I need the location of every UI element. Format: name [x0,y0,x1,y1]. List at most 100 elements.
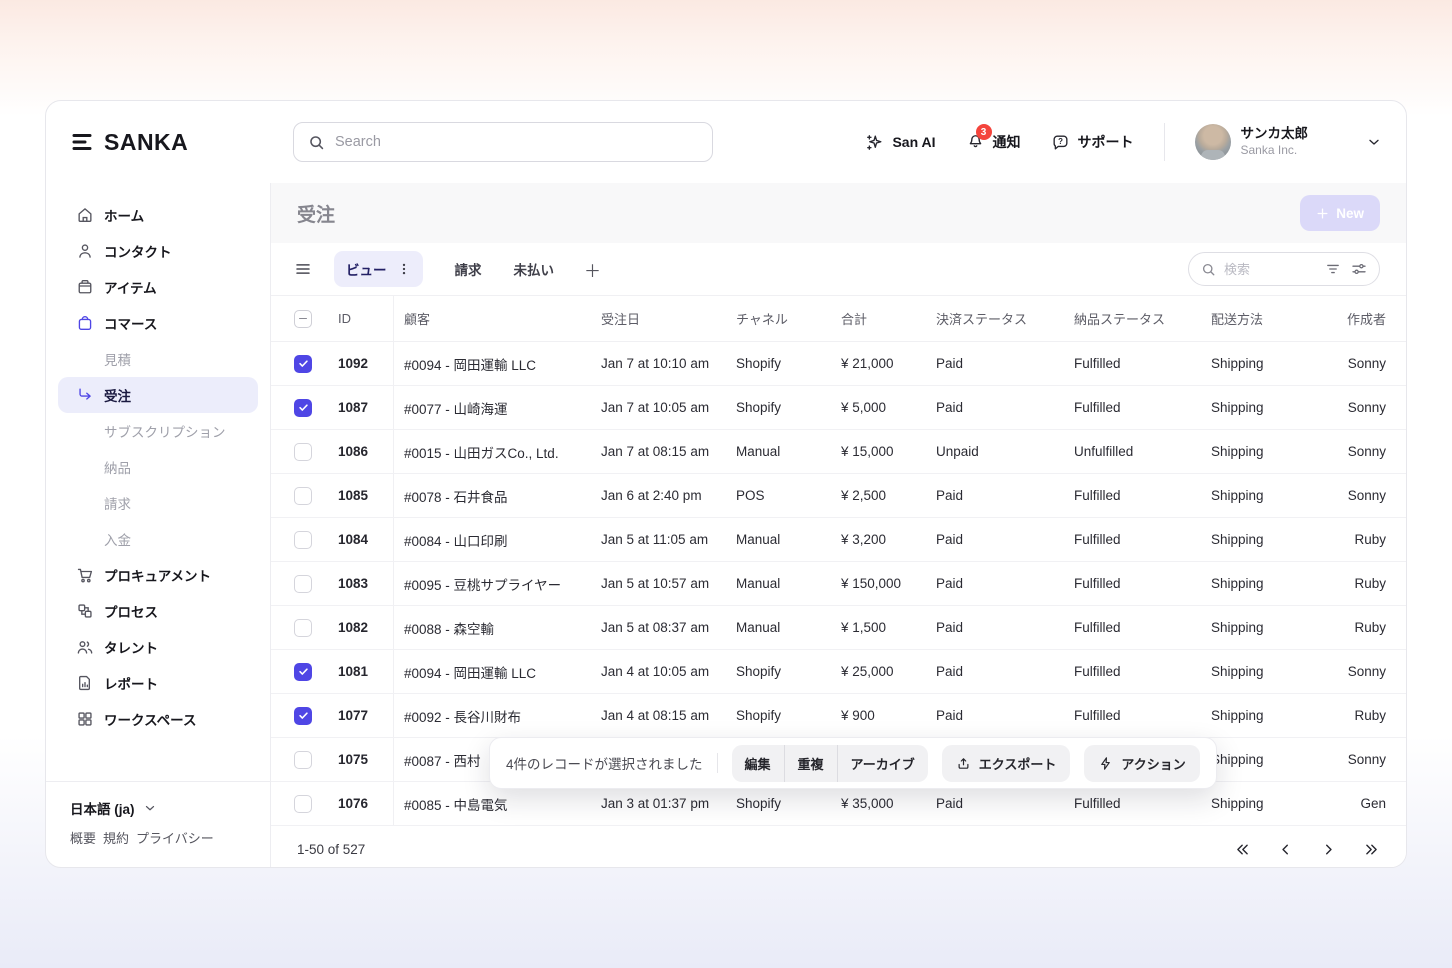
prev-page-button[interactable] [1277,841,1294,858]
sidebar-item-4[interactable]: 見積 [58,341,258,377]
next-page-button[interactable] [1320,841,1337,858]
col-header-channel[interactable]: チャネル [736,312,788,327]
table-row[interactable]: 1087 #0077 - 山崎海運 Jan 7 at 10:05 am Shopify… [271,386,1406,430]
table-row[interactable]: 1081 #0094 - 岡田運輸 LLC Jan 4 at 10:05 am Sho… [271,650,1406,694]
first-page-button[interactable] [1234,841,1251,858]
global-search-input[interactable] [335,134,698,150]
sidebar-item-3[interactable]: コマース [58,305,258,341]
cell-payment-status: Paid [936,620,964,635]
sidebar-item-6[interactable]: サブスクリプション [58,413,258,449]
duplicate-button[interactable]: 重複 [785,744,838,782]
cell-customer: #0092 - 長谷川財布 [404,709,522,725]
row-checkbox[interactable] [294,706,312,725]
footer-link-0[interactable]: 概要 [70,831,97,846]
sidebar-item-9[interactable]: 入金 [58,521,258,557]
plus-icon [1317,208,1328,218]
view-list-button[interactable] [294,260,312,278]
sidebar-item-7[interactable]: 納品 [58,449,258,485]
kebab-menu-icon[interactable] [397,262,411,276]
san-ai-label: San AI [892,134,936,150]
new-record-button[interactable]: New [1300,195,1380,231]
cell-shipping-method: Shipping [1211,752,1264,767]
language-selector[interactable]: 日本語 (ja) [70,798,246,818]
notifications-button[interactable]: 3 通知 [966,124,1021,153]
cell-channel: Manual [736,532,781,547]
pagination-range: 1-50 of 527 [297,841,366,857]
table-row[interactable]: 1085 #0078 - 石井食品 Jan 6 at 2:40 pm POS ¥ 2,5… [271,474,1406,518]
archive-button[interactable]: アーカイブ [838,745,928,782]
tab-view[interactable]: ビュー [334,251,423,287]
row-checkbox[interactable] [294,574,312,593]
table-row[interactable]: 1084 #0084 - 山口印刷 Jan 5 at 11:05 am Manual ¥… [271,518,1406,562]
global-search[interactable] [293,122,713,162]
row-checkbox[interactable] [294,354,312,373]
footer-link-2[interactable]: プライバシー [136,831,214,846]
table-row[interactable]: 1082 #0088 - 森空輸 Jan 5 at 08:37 am Manual ¥ … [271,606,1406,650]
app-logo[interactable]: SANKA [70,129,293,156]
cell-order-date: Jan 7 at 10:05 am [601,400,710,415]
table-search[interactable] [1188,252,1380,286]
cell-channel: Shopify [736,708,782,723]
sidebar-item-8[interactable]: 請求 [58,485,258,521]
sidebar-footer: 日本語 (ja) 概要 規約 プライバシー [46,781,270,867]
sidebar-item-2[interactable]: アイテム [58,269,258,305]
cell-payment-status: Paid [936,796,964,811]
cell-channel: Shopify [736,664,782,679]
col-header-creator[interactable]: 作成者 [1346,312,1386,327]
row-checkbox[interactable] [294,398,312,417]
row-checkbox[interactable] [294,662,312,681]
col-header-order-date[interactable]: 受注日 [601,312,641,327]
san-ai-button[interactable]: San AI [865,133,936,152]
selection-action-bar: 4件のレコードが選択されました 編集 重複 アーカイブ エクスポート アクション [489,737,1217,789]
tab-unpaid[interactable]: 未払い [513,263,555,278]
row-checkbox[interactable] [294,530,312,549]
col-header-total[interactable]: 合計 [841,312,868,327]
select-all-checkbox[interactable] [294,309,312,328]
table-row[interactable]: 1086 #0015 - 山田ガスCo., Ltd. Jan 7 at 08:15 … [271,430,1406,474]
col-header-fulfillment-status[interactable]: 納品ステータス [1074,312,1166,327]
cell-fulfillment-status: Fulfilled [1074,796,1121,811]
row-checkbox[interactable] [294,794,312,813]
row-checkbox[interactable] [294,750,312,769]
row-checkbox[interactable] [294,486,312,505]
cell-shipping-method: Shipping [1211,488,1264,503]
sidebar-item-13[interactable]: レポート [58,665,258,701]
cell-creator: Sonny [1347,488,1386,503]
filter-icon[interactable] [1325,261,1341,277]
sidebar-item-5[interactable]: 受注 [58,377,258,413]
actions-button[interactable]: アクション [1084,744,1200,782]
sidebar-item-12[interactable]: タレント [58,629,258,665]
footer-link-1[interactable]: 規約 [103,831,130,846]
sliders-icon[interactable] [1351,261,1367,277]
row-checkbox[interactable] [294,442,312,461]
table-row[interactable]: 1077 #0092 - 長谷川財布 Jan 4 at 08:15 am Shopif… [271,694,1406,738]
table-row[interactable]: 1083 #0095 - 豆桃サプライヤー Jan 5 at 10:57 am Man… [271,562,1406,606]
row-checkbox[interactable] [294,618,312,637]
chevron-left-icon [1282,844,1288,854]
cell-id: 1083 [338,562,394,605]
cell-customer: #0095 - 豆桃サプライヤー [404,577,562,593]
col-header-customer[interactable]: 顧客 [404,312,431,327]
page-header: 受注 New [271,183,1406,243]
sidebar-item-10[interactable]: プロキュアメント [58,557,258,593]
add-tab-button[interactable]: ＋ [584,261,601,281]
sidebar-item-11[interactable]: プロセス [58,593,258,629]
export-button[interactable]: エクスポート [941,744,1071,782]
col-header-payment-status[interactable]: 決済ステータス [936,312,1028,327]
last-page-button[interactable] [1363,841,1380,858]
cell-fulfillment-status: Fulfilled [1074,620,1121,635]
table-search-input[interactable] [1224,261,1317,277]
col-header-id[interactable]: ID [338,296,394,341]
cell-total: ¥ 15,000 [841,444,894,459]
edit-button[interactable]: 編集 [732,744,785,782]
col-header-shipping-method[interactable]: 配送方法 [1211,312,1264,327]
sidebar-item-0[interactable]: ホーム [58,197,258,233]
user-menu[interactable]: サンカ太郎 Sanka Inc. [1194,124,1383,160]
cell-customer: #0094 - 岡田運輸 LLC [404,665,537,681]
sidebar-item-1[interactable]: コンタクト [58,233,258,269]
sidebar-item-14[interactable]: ワークスペース [58,701,258,737]
table-row[interactable]: 1092 #0094 - 岡田運輸 LLC Jan 7 at 10:10 am Sho… [271,342,1406,386]
support-button[interactable]: ? サポート [1051,132,1134,152]
tab-billing[interactable]: 請求 [454,263,482,278]
table-row[interactable]: 1076 #0085 - 中島電気 Jan 3 at 01:37 pm Shopify… [271,782,1406,826]
